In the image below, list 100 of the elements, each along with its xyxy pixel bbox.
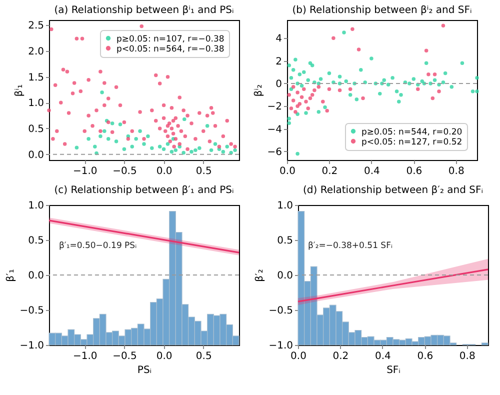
point: [190, 150, 194, 154]
point: [209, 148, 214, 152]
x-tick-label: −1.0: [72, 166, 98, 177]
point: [450, 85, 454, 89]
x-tick-label: 0.2: [322, 166, 338, 177]
x-axis-title: PSᵢ: [137, 365, 152, 376]
y-tick-label: 0.5: [277, 236, 293, 246]
y-tick-label: 1.0: [28, 200, 44, 212]
chart-title: (b) Relationship between βⁱ₂ and SFᵢ: [292, 5, 472, 16]
point: [432, 72, 437, 76]
x-tick-label: 0.2: [332, 351, 349, 362]
point: [304, 111, 308, 115]
point: [287, 92, 291, 97]
point: [316, 110, 321, 114]
point: [289, 106, 294, 110]
point: [475, 76, 479, 80]
point: [420, 79, 424, 84]
y-tick-label: 4: [276, 34, 282, 45]
y-tick-label: 1.0: [277, 200, 293, 212]
point: [302, 70, 306, 74]
x-tick-label: −1.0: [72, 351, 98, 362]
point: [287, 121, 291, 126]
point: [294, 110, 298, 114]
annotation: β′₂=−0.38+0.51 SFᵢ: [308, 241, 392, 251]
point: [130, 144, 134, 148]
point: [304, 100, 308, 104]
point: [294, 58, 298, 62]
y-tick-label: −0.5: [20, 306, 44, 316]
x-tick-label: 0.0: [156, 351, 172, 362]
point: [287, 63, 291, 68]
x-tick-label: 0.6: [406, 166, 422, 177]
point: [296, 104, 300, 108]
point: [182, 117, 186, 122]
point: [323, 105, 327, 110]
line-series: [297, 268, 489, 302]
legend-label: p≥0.05: n=544, r=0.20: [362, 127, 462, 138]
point: [361, 96, 365, 100]
point: [229, 150, 233, 155]
point: [342, 30, 346, 34]
point: [289, 76, 294, 80]
x-tick-label: 0.8: [459, 351, 476, 362]
point: [110, 121, 114, 126]
point: [327, 71, 332, 76]
point: [399, 92, 403, 97]
chart-title: (a) Relationship between βⁱ₁ and PSᵢ: [54, 5, 234, 16]
y-tick-label: −2: [267, 102, 282, 113]
point: [332, 36, 336, 40]
point: [221, 150, 226, 154]
point: [93, 144, 97, 148]
point: [424, 48, 428, 52]
point: [424, 61, 428, 65]
point: [370, 56, 374, 60]
y-axis-title: βⁱ₁: [14, 84, 26, 97]
point: [102, 129, 106, 133]
y-tick-label: −1.0: [20, 340, 44, 352]
point: [441, 24, 446, 28]
point: [158, 144, 162, 148]
point: [321, 100, 325, 104]
point: [327, 87, 332, 92]
y-tick-label: 2.0: [28, 46, 44, 58]
legend-label: p<0.05: n=127, r=0.52: [362, 137, 462, 148]
point: [296, 90, 300, 94]
chart-title: (d) Relationship between β′₂ and SFᵢ: [302, 185, 484, 196]
y-tick-label: 1.5: [28, 72, 44, 84]
point: [318, 77, 323, 81]
chart-title: (c) Relationship between β′₁ and PSᵢ: [54, 185, 234, 196]
point: [350, 27, 354, 31]
x-tick-label: −0.5: [112, 351, 137, 362]
x-tick-label: 0.4: [364, 166, 380, 177]
point: [348, 87, 352, 92]
point: [356, 48, 361, 52]
point: [338, 74, 342, 79]
y-tick-label: 0.0: [277, 270, 293, 282]
y-tick-label: 0.0: [28, 270, 44, 282]
point: [170, 150, 174, 154]
point: [300, 84, 304, 88]
point: [291, 85, 296, 89]
point: [412, 77, 416, 81]
y-tick-label: −1.0: [268, 340, 293, 352]
point: [443, 71, 448, 76]
point: [416, 87, 420, 92]
point: [426, 72, 430, 76]
y-tick-label: 0.0: [28, 150, 44, 161]
point: [430, 96, 435, 100]
x-tick-label: 0.5: [196, 351, 212, 362]
point: [296, 152, 300, 156]
point: [344, 79, 348, 84]
point: [106, 136, 110, 141]
point: [291, 68, 296, 72]
point: [194, 148, 198, 152]
point: [382, 78, 386, 82]
point: [162, 147, 166, 152]
point: [114, 140, 118, 144]
point: [312, 88, 316, 92]
point: [213, 142, 218, 146]
point: [225, 144, 229, 148]
point: [287, 116, 291, 120]
point: [308, 96, 312, 100]
y-tick-label: 2: [276, 56, 282, 68]
point: [138, 129, 142, 133]
